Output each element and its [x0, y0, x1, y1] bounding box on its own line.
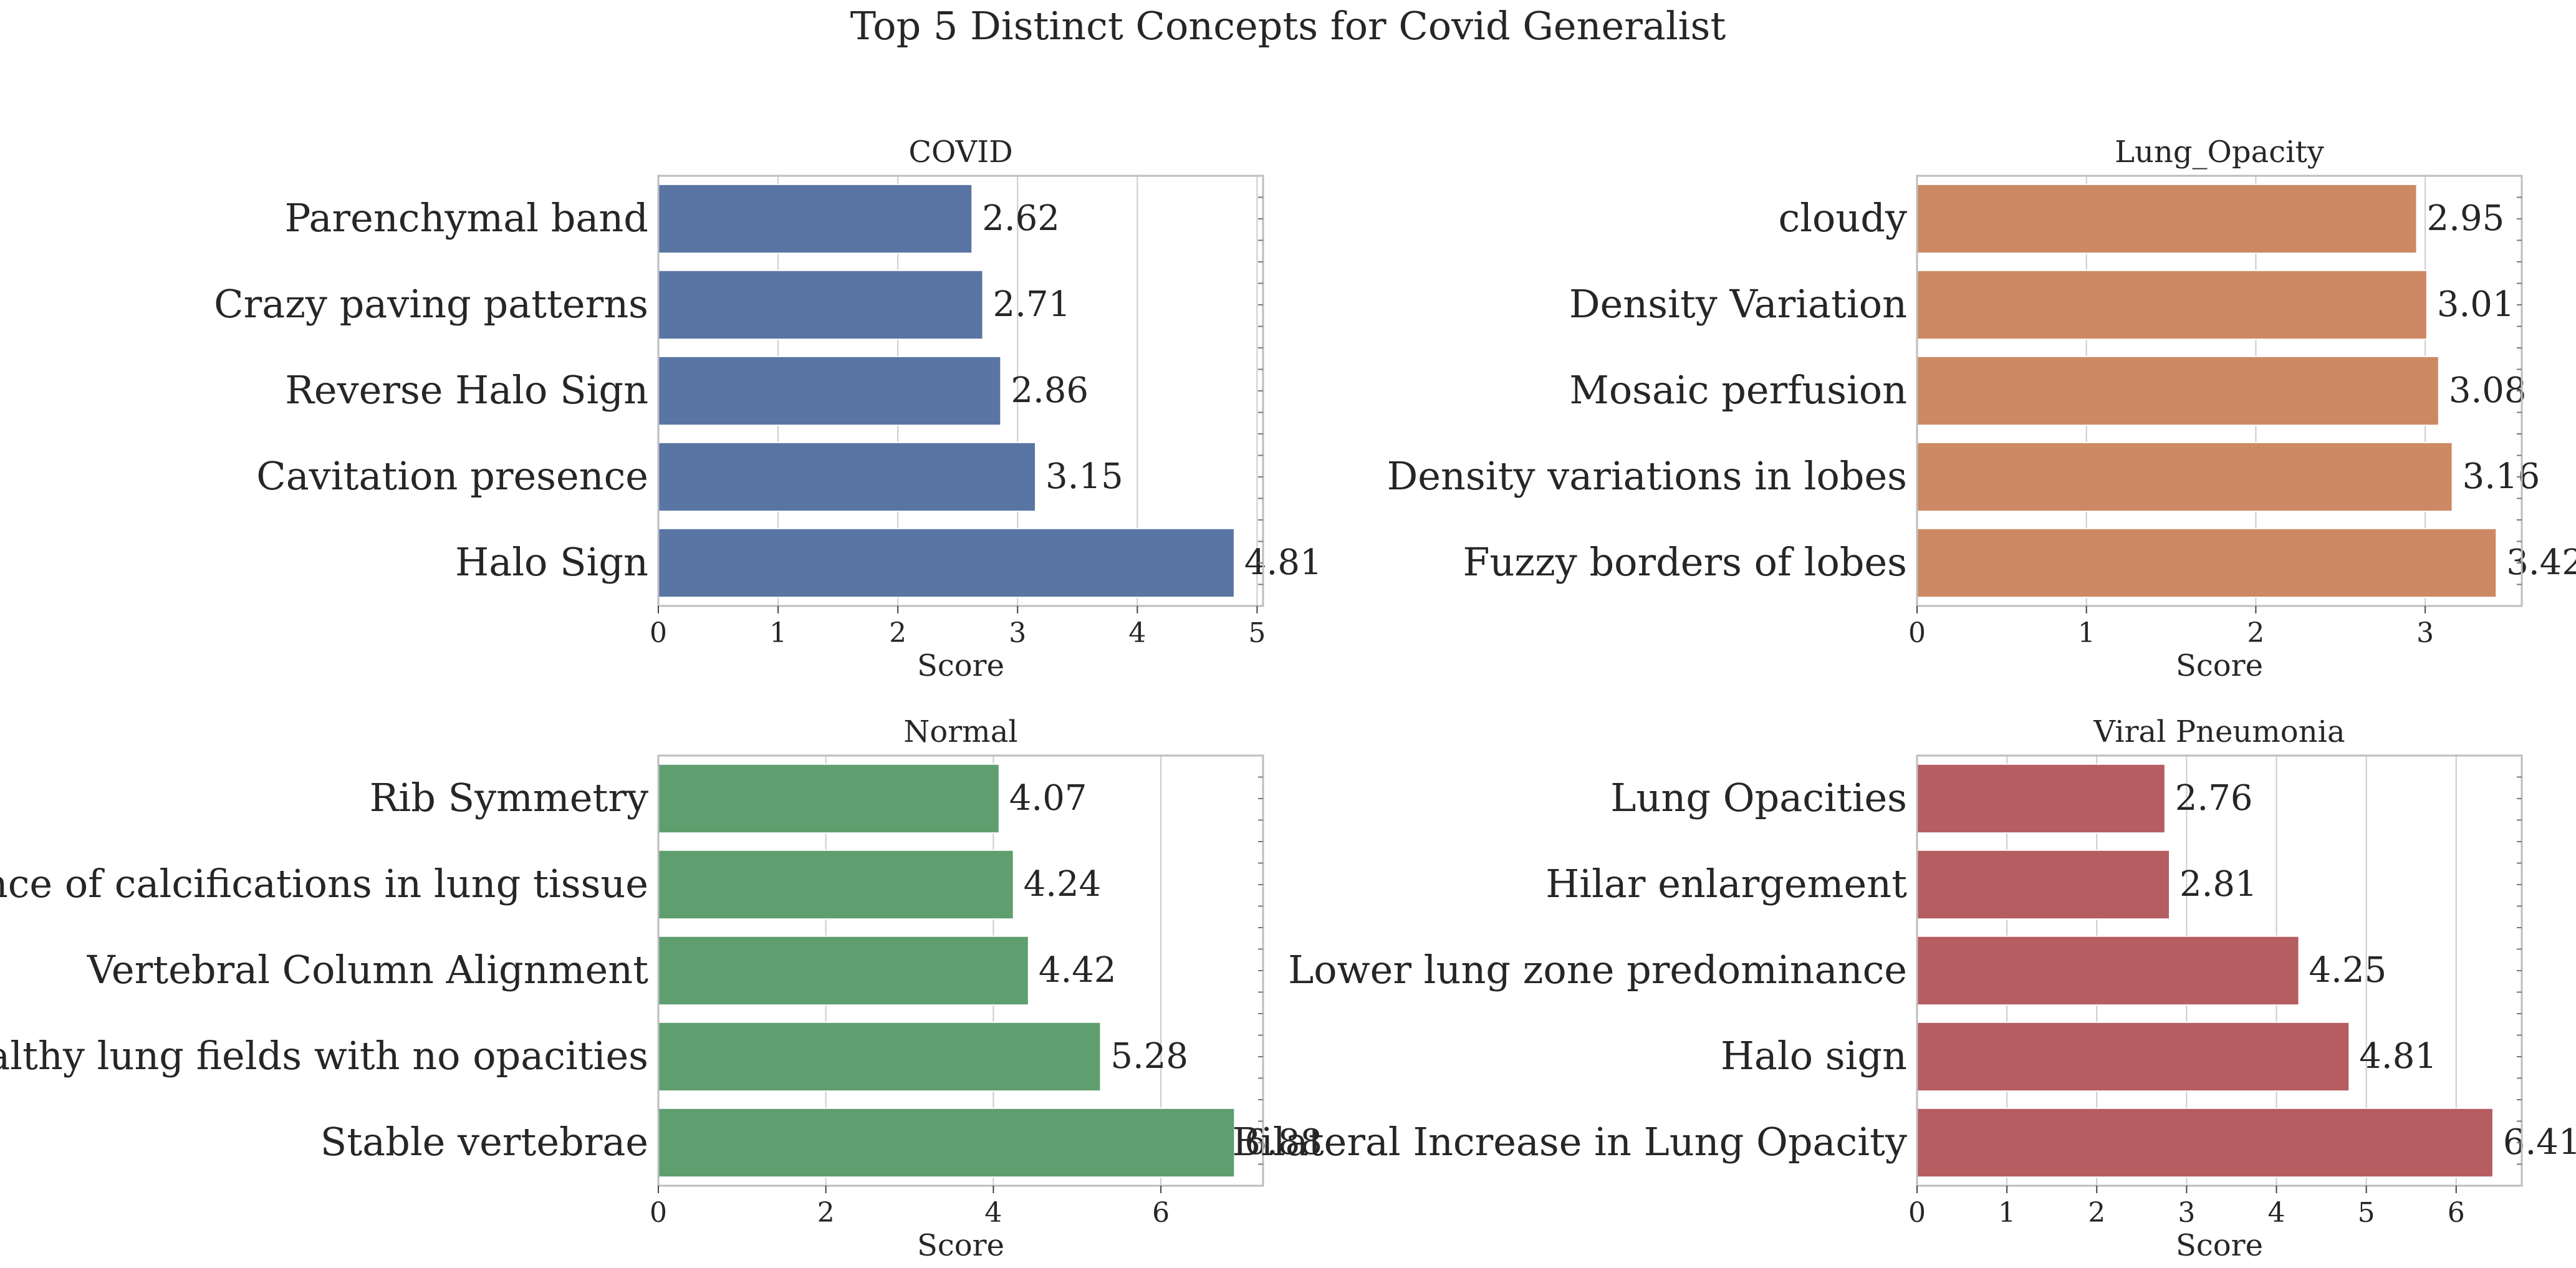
bar	[1916, 269, 2428, 340]
bar	[1916, 441, 2453, 512]
x-tick-label: 4	[984, 1197, 1002, 1229]
category-label: Crazy paving patterns	[214, 281, 648, 327]
panel-title: Viral Pneumonia	[2093, 714, 2345, 749]
category-label: Reverse Halo Sign	[285, 367, 648, 413]
category-label: Halo Sign	[455, 539, 648, 585]
value-label: 6.88	[1244, 1122, 1322, 1163]
x-tick-label: 3	[2178, 1197, 2195, 1229]
value-label: 2.62	[982, 198, 1060, 239]
x-tick-label: 0	[1908, 1197, 1926, 1229]
value-label: 4.81	[2359, 1036, 2437, 1077]
value-label: 2.76	[2175, 778, 2253, 819]
bar	[658, 441, 1037, 512]
x-tick-label: 6	[1152, 1197, 1170, 1229]
bar	[658, 1021, 1102, 1092]
value-label: 2.86	[1011, 370, 1089, 411]
bar	[658, 935, 1029, 1006]
category-label: Halo sign	[1721, 1033, 1907, 1078]
category-label: Cavitation presence	[256, 453, 648, 499]
bar	[1916, 1021, 2350, 1092]
bar	[1916, 183, 2418, 254]
x-tick-label: 3	[1009, 617, 1026, 649]
value-label: 3.16	[2463, 456, 2540, 497]
category-label: Absence of calcifications in lung tissue	[0, 861, 648, 906]
figure-title: Top 5 Distinct Concepts for Covid Genera…	[850, 3, 1726, 49]
bar	[1916, 355, 2439, 426]
x-tick-label: 1	[1998, 1197, 2016, 1229]
category-label: Hilar enlargement	[1545, 861, 1907, 906]
x-tick-label: 3	[2416, 617, 2434, 649]
panel-lung-opacity: 2.95 cloudy 3.01 Density Variation 3.08 Mosai…	[1387, 135, 2576, 683]
panel-title: Normal	[903, 714, 1017, 749]
bar	[658, 763, 1000, 834]
x-tick-label: 4	[1128, 617, 1146, 649]
value-label: 2.95	[2427, 198, 2505, 239]
category-label: Parenchymal band	[285, 195, 648, 241]
x-tick-label: 0	[650, 1197, 667, 1229]
category-label: Density variations in lobes	[1387, 453, 1907, 499]
x-tick-label: 2	[2247, 617, 2264, 649]
panel-title: COVID	[908, 135, 1012, 170]
x-tick-label: 2	[817, 1197, 835, 1229]
value-label: 3.01	[2437, 284, 2515, 325]
x-tick-label: 2	[2088, 1197, 2105, 1229]
category-label: Rib Symmetry	[370, 775, 648, 820]
bar	[658, 269, 984, 340]
bar	[658, 1107, 1236, 1178]
bar	[658, 527, 1235, 598]
bar	[1916, 527, 2497, 598]
bar	[1916, 763, 2166, 834]
value-label: 5.28	[1110, 1036, 1188, 1077]
value-label: 3.15	[1045, 456, 1123, 497]
category-label: Healthy lung fields with no opacities	[0, 1033, 648, 1078]
bar	[1916, 935, 2300, 1006]
x-tick-label: 4	[2268, 1197, 2285, 1229]
category-label: Density Variation	[1569, 281, 1907, 327]
bar	[658, 183, 973, 254]
x-tick-label: 1	[769, 617, 787, 649]
x-tick-label: 0	[1908, 617, 1926, 649]
value-label: 6.41	[2503, 1122, 2576, 1163]
category-label: Bilateral Increase in Lung Opacity	[1233, 1119, 1907, 1165]
x-tick-label: 1	[2078, 617, 2095, 649]
value-label: 4.42	[1039, 950, 1117, 991]
value-label: 2.81	[2180, 864, 2257, 905]
value-label: 4.81	[1244, 542, 1322, 583]
x-axis-label: Score	[2176, 1228, 2263, 1263]
bar	[658, 355, 1002, 426]
value-label: 4.24	[1024, 864, 1102, 905]
bar	[658, 849, 1014, 920]
panel-covid: 2.62 Parenchymal band 2.71 Crazy paving pat…	[214, 135, 1322, 683]
category-label: cloudy	[1778, 195, 1907, 241]
category-label: Lung Opacities	[1610, 775, 1907, 820]
category-label: Mosaic perfusion	[1569, 367, 1907, 413]
x-axis-label: Score	[917, 1228, 1004, 1263]
panel-title: Lung_Opacity	[2115, 135, 2324, 170]
category-label: Vertebral Column Alignment	[87, 947, 648, 992]
panel-viral-pneumonia: 2.76 Lung Opacities 2.81 Hilar enlargement 4…	[1233, 714, 2576, 1263]
x-tick-label: 5	[2358, 1197, 2375, 1229]
x-tick-label: 2	[889, 617, 906, 649]
bar	[1916, 1107, 2494, 1178]
category-label: Lower lung zone predominance	[1288, 947, 1907, 992]
value-label: 4.25	[2309, 950, 2387, 991]
x-tick-label: 0	[650, 617, 667, 649]
x-axis-label: Score	[917, 648, 1004, 683]
x-axis-label: Score	[2176, 648, 2263, 683]
category-label: Stable vertebrae	[320, 1119, 648, 1165]
bar	[1916, 849, 2171, 920]
value-label: 2.71	[993, 284, 1071, 325]
category-label: Fuzzy borders of lobes	[1463, 539, 1907, 585]
panel-normal: 4.07 Rib Symmetry 4.24 Absence of calcifica…	[0, 714, 1322, 1263]
x-tick-label: 6	[2448, 1197, 2465, 1229]
x-tick-label: 5	[1248, 617, 1266, 649]
value-label: 4.07	[1009, 778, 1087, 819]
value-label: 3.08	[2449, 370, 2527, 411]
